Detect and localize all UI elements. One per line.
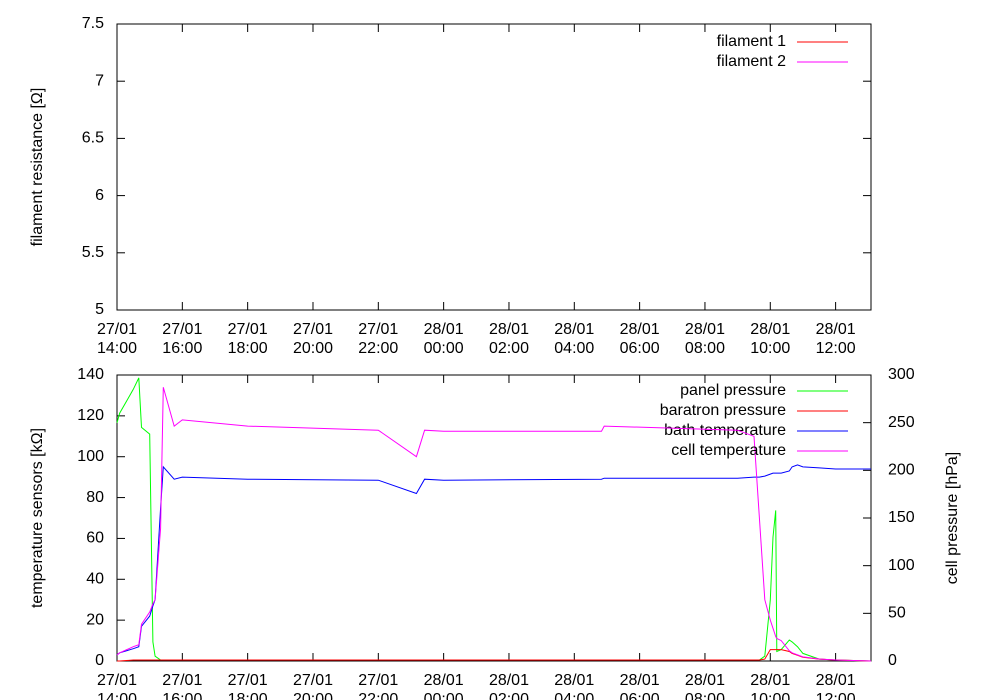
x-tick-label: 28/01 12:00: [816, 321, 856, 357]
y2-tick-label: 200: [888, 462, 915, 479]
x-tick-label: 28/01 08:00: [685, 672, 725, 700]
x-tick-label: 28/01 00:00: [424, 672, 464, 700]
y-tick-label: 140: [77, 366, 104, 383]
series-line: [117, 649, 872, 662]
y-axis-label: filament resistance [Ω]: [29, 88, 46, 247]
x-tick-label: 27/01 20:00: [293, 321, 333, 357]
x-tick-label: 27/01 20:00: [293, 672, 333, 700]
x-tick-label: 27/01 22:00: [358, 672, 398, 700]
y-tick-label: 20: [86, 611, 104, 628]
x-tick-label: 27/01 16:00: [162, 672, 202, 700]
x-tick-label: 28/01 02:00: [489, 321, 529, 357]
y2-tick-label: 250: [888, 414, 915, 431]
y2-tick-label: 150: [888, 509, 915, 526]
y-tick-label: 7.5: [82, 15, 104, 32]
y-axis-label: temperature sensors [kΩ]: [29, 428, 46, 608]
x-tick-label: 28/01 06:00: [620, 321, 660, 357]
x-tick-label: 28/01 10:00: [750, 321, 790, 357]
y-tick-label: 40: [86, 571, 104, 588]
y-tick-label: 6: [95, 187, 104, 204]
y-tick-label: 60: [86, 530, 104, 547]
x-tick-label: 28/01 04:00: [554, 672, 594, 700]
series-line: [116, 464, 871, 656]
x-tick-label: 28/01 02:00: [489, 672, 529, 700]
y2-tick-label: 0: [888, 652, 897, 669]
x-tick-label: 27/01 14:00: [97, 321, 137, 357]
y-tick-label: 5.5: [82, 244, 104, 261]
legend-label: filament 2: [717, 53, 786, 70]
y-tick-label: 0: [95, 652, 104, 669]
y-tick-label: 100: [77, 448, 104, 465]
x-tick-label: 27/01 22:00: [358, 321, 398, 357]
x-tick-label: 27/01 18:00: [228, 672, 268, 700]
legend-label: panel pressure: [680, 382, 786, 399]
x-tick-label: 27/01 18:00: [228, 321, 268, 357]
x-tick-label: 27/01 16:00: [162, 321, 202, 357]
x-tick-label: 28/01 06:00: [620, 672, 660, 700]
legend-label: cell temperature: [671, 442, 786, 459]
y-tick-label: 5: [95, 301, 104, 318]
y-tick-label: 6.5: [82, 130, 104, 147]
y2-tick-label: 300: [888, 366, 915, 383]
x-tick-label: 27/01 14:00: [97, 672, 137, 700]
series-line: [116, 387, 872, 662]
y-tick-label: 120: [77, 407, 104, 424]
y2-tick-label: 100: [888, 557, 915, 574]
legend-label: baratron pressure: [660, 402, 786, 419]
x-tick-label: 28/01 10:00: [750, 672, 790, 700]
y-tick-label: 80: [86, 489, 104, 506]
plot-frame: [116, 23, 872, 311]
y2-tick-label: 50: [888, 605, 906, 622]
series-line: [116, 377, 872, 662]
x-tick-label: 28/01 12:00: [816, 672, 856, 700]
x-tick-label: 28/01 08:00: [685, 321, 725, 357]
y-tick-label: 7: [95, 72, 104, 89]
x-tick-label: 28/01 00:00: [424, 321, 464, 357]
x-tick-label: 28/01 04:00: [554, 321, 594, 357]
legend-label: bath temperature: [664, 422, 786, 439]
legend-label: filament 1: [717, 33, 786, 50]
y2-axis-label: cell pressure [hPa]: [944, 452, 961, 585]
